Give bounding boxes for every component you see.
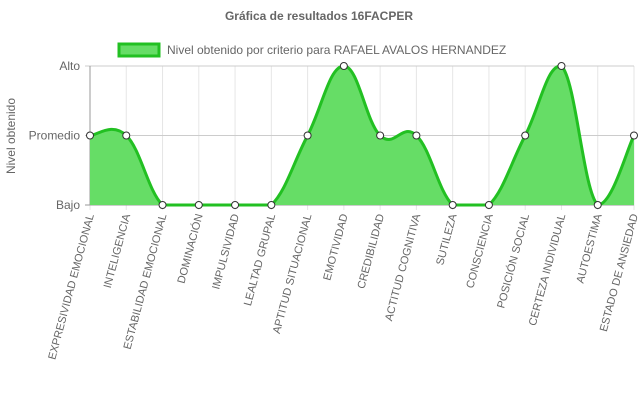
data-points[interactable] [86,62,638,209]
data-point[interactable] [484,201,493,209]
data-point[interactable] [122,131,131,140]
data-point[interactable] [267,201,276,209]
x-tick-label: CERTEZA INDIVIDUAL [527,213,568,328]
x-tick-label: LEALTAD GRUPAL [242,213,278,308]
x-axis-ticks: EXPRESIVIDAD EMOCIONAL INTELIGENCIAESTABI… [46,212,639,361]
x-tick-label: EXPRESIVIDAD EMOCIONAL [46,213,97,361]
x-tick-label: EMOTIVIDAD [321,213,350,282]
data-point[interactable] [521,131,530,140]
data-point[interactable] [630,131,638,140]
y-axis-label: Nivel obtenido [4,98,18,174]
y-tick-label: Bajo [56,198,80,212]
x-tick-label: IMPULSIVIDAD [210,213,242,291]
data-point[interactable] [339,62,348,70]
y-tick-label: Promedio [29,129,81,143]
chart-title: Gráfica de resultados 16FACPER [225,9,413,23]
x-tick-label: POSICIÓN SOCIAL [494,212,532,309]
x-tick-label: SUTILEZA [434,212,459,267]
data-point[interactable] [448,201,457,209]
legend[interactable]: Nivel obtenido por criterio para RAFAEL … [117,42,506,58]
y-axis-ticks: Bajo Promedio Alto [29,59,81,212]
legend-swatch[interactable] [117,42,161,58]
y-tick-label: Alto [59,59,80,73]
x-tick-label: CONSCIENCIA [464,212,496,290]
legend-label[interactable]: Nivel obtenido por criterio para RAFAEL … [167,43,506,57]
x-tick-label: CREDIBILIDAD [356,213,388,291]
data-point[interactable] [557,62,566,70]
x-tick-label: DOMINACIÓN [175,212,206,284]
data-point[interactable] [412,131,421,140]
data-point[interactable] [158,201,167,209]
data-point[interactable] [86,131,94,140]
x-tick-label: ESTABILIDAD EMOCIONAL [122,213,170,351]
data-point[interactable] [376,131,385,140]
x-tick-label: ACTITUD COGNITIVA [383,212,423,322]
series-area-fill [90,65,634,206]
x-tick-label: ESTADO DE ANSIEDAD [598,213,639,333]
data-point[interactable] [303,131,312,140]
data-point[interactable] [593,201,602,209]
x-tick-label: INTELIGENCIA [102,212,134,290]
x-tick-label: AUTOESTIMA [575,212,605,285]
data-point[interactable] [231,201,240,209]
data-point[interactable] [194,201,203,209]
x-tick-label: APTITUD SITUACIONAL [271,213,315,335]
